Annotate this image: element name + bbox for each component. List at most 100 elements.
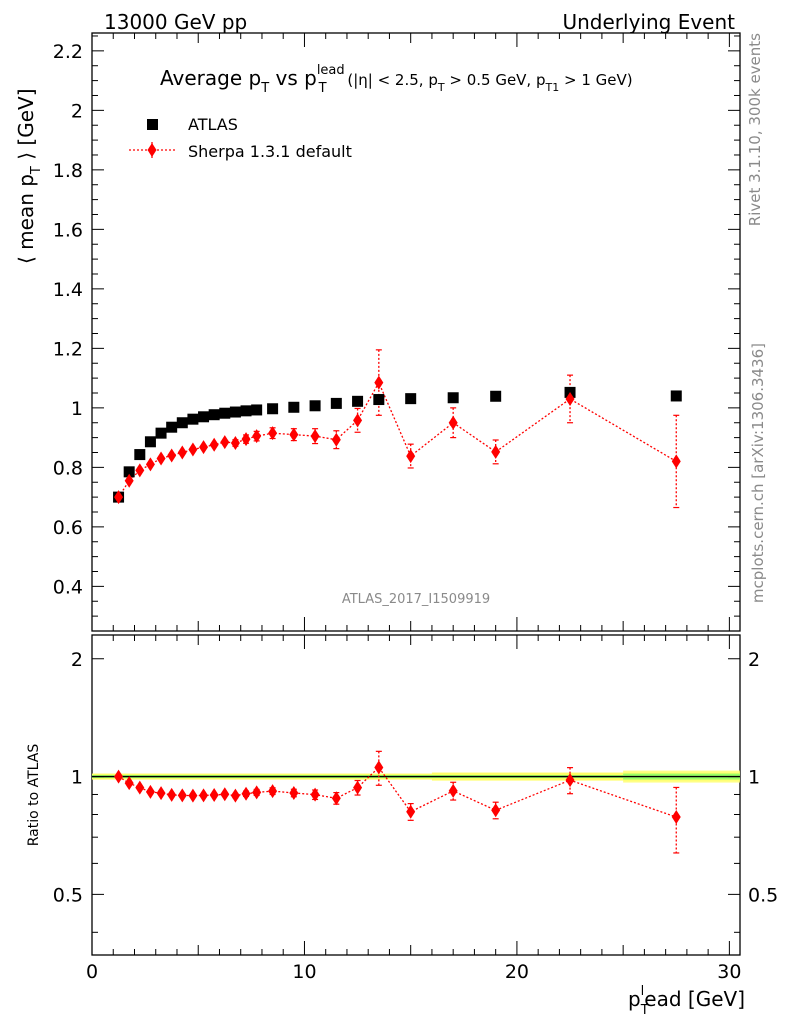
- atlas-point: [670, 390, 682, 402]
- sherpa-point: [135, 463, 145, 478]
- sherpa-point: [241, 432, 251, 447]
- atlas-point: [373, 394, 385, 406]
- x-tick-label: 20: [505, 961, 529, 983]
- y-tick-label: 0.6: [53, 517, 83, 539]
- side-text-rivet: Rivet 3.1.10, 300k events: [746, 33, 764, 226]
- y-tick-label: 0.8: [53, 457, 83, 479]
- ratio-point: [491, 803, 501, 818]
- atlas-point: [251, 404, 263, 416]
- y-tick-label: 2: [71, 100, 83, 122]
- title-cut-c: > 1 GeV): [559, 71, 632, 89]
- ratio-y-tick-label: 2: [71, 649, 83, 671]
- ratio-point: [289, 785, 299, 800]
- sherpa-point: [565, 391, 575, 406]
- atlas-point: [229, 406, 241, 418]
- atlas-point: [176, 417, 188, 429]
- sherpa-point: [252, 429, 262, 444]
- ratio-point: [230, 788, 240, 803]
- analysis-watermark: ATLAS_2017_I1509919: [342, 592, 490, 607]
- ratio-point: [353, 780, 363, 795]
- y-tick-label: 1.8: [53, 160, 83, 182]
- x-tick-label: 10: [292, 961, 316, 983]
- sherpa-point: [124, 473, 134, 488]
- ratio-point: [565, 773, 575, 788]
- legend-marker-sherpa: [147, 143, 157, 157]
- atlas-point: [267, 403, 279, 415]
- sherpa-point: [268, 426, 278, 441]
- ratio-point: [671, 810, 681, 825]
- atlas-point: [198, 411, 210, 423]
- ratio-y-axis-label: Ratio to ATLAS: [26, 744, 42, 847]
- sherpa-point: [448, 415, 458, 430]
- atlas-point: [134, 449, 146, 461]
- y-tick-label: 1.2: [53, 338, 83, 360]
- title-cut-sub-t1: T1: [545, 81, 560, 94]
- ratio-y-tick-label-right: 1: [748, 767, 760, 789]
- ratio-y-axis: 0.5 0.5 1 1 2 2: [53, 649, 778, 933]
- atlas-point: [330, 397, 342, 409]
- ratio-point: [406, 804, 416, 819]
- ratio-point: [209, 788, 219, 803]
- sherpa-point: [199, 440, 209, 455]
- ratio-y-tick-label: 0.5: [53, 884, 83, 906]
- ylabel-a: ⟨ mean p: [14, 174, 38, 264]
- main-panel-frame: [91, 32, 741, 632]
- sherpa-point: [289, 427, 299, 442]
- atlas-point: [405, 393, 417, 405]
- ratio-point: [167, 787, 177, 802]
- legend-label-atlas: ATLAS: [188, 115, 238, 134]
- x-tick-label: 0: [86, 961, 98, 983]
- sherpa-point: [145, 457, 155, 472]
- sherpa-point: [167, 448, 177, 463]
- title-cut-sub-t: T: [437, 81, 445, 94]
- atlas-point: [352, 395, 364, 407]
- sherpa-point: [220, 435, 230, 450]
- sherpa-point: [230, 435, 240, 450]
- ratio-sherpa-error-bars: [232, 750, 680, 854]
- sherpa-point: [491, 444, 501, 459]
- ratio-point: [331, 791, 341, 806]
- title-sub-t2: T: [318, 81, 327, 96]
- ratio-x-axis: 0 10 20 30: [86, 635, 741, 983]
- main-y-axis-label: ⟨ mean pT ⟩ [GeV]: [14, 89, 44, 265]
- header-right: Underlying Event: [562, 10, 735, 34]
- sherpa-point: [209, 437, 219, 452]
- ratio-point: [114, 769, 124, 784]
- ratio-panel-frame: [91, 634, 741, 956]
- ratio-point: [124, 776, 134, 791]
- title-main: Average p: [160, 66, 261, 90]
- title-sup-lead: lead: [317, 63, 345, 78]
- atlas-point: [144, 436, 156, 448]
- xlabel-sub: T: [640, 1003, 649, 1018]
- ratio-y-tick-label-right: 2: [748, 649, 760, 671]
- atlas-point: [208, 409, 220, 421]
- xlabel-sup: l: [641, 984, 645, 999]
- sherpa-point: [374, 375, 384, 390]
- atlas-point: [447, 392, 459, 404]
- header-left: 13000 GeV pp: [104, 10, 247, 34]
- sherpa-point: [310, 429, 320, 444]
- atlas-point: [490, 390, 502, 402]
- legend-marker-atlas: [147, 119, 158, 130]
- title-cut-a: (|η| < 2.5, p: [343, 71, 438, 89]
- sherpa-point: [156, 451, 166, 466]
- x-tick-label: 30: [717, 961, 741, 983]
- atlas-point: [187, 413, 199, 425]
- ylabel-sub: T: [29, 166, 44, 175]
- sherpa-point: [671, 454, 681, 469]
- y-tick-label: 2.2: [53, 41, 83, 63]
- atlas-point: [309, 400, 321, 412]
- ratio-point: [448, 783, 458, 798]
- atlas-point: [219, 407, 231, 419]
- ylabel-b: ⟩ [GeV]: [14, 89, 38, 167]
- legend-label-sherpa: Sherpa 1.3.1 default: [188, 142, 352, 161]
- sherpa-point: [188, 442, 198, 457]
- atlas-point: [288, 401, 300, 413]
- ratio-point: [199, 788, 209, 803]
- sherpa-point: [353, 413, 363, 428]
- ratio-point: [188, 788, 198, 803]
- legend: ATLAS Sherpa 1.3.1 default: [129, 115, 352, 161]
- ratio-point: [252, 785, 262, 800]
- ratio-point: [241, 786, 251, 801]
